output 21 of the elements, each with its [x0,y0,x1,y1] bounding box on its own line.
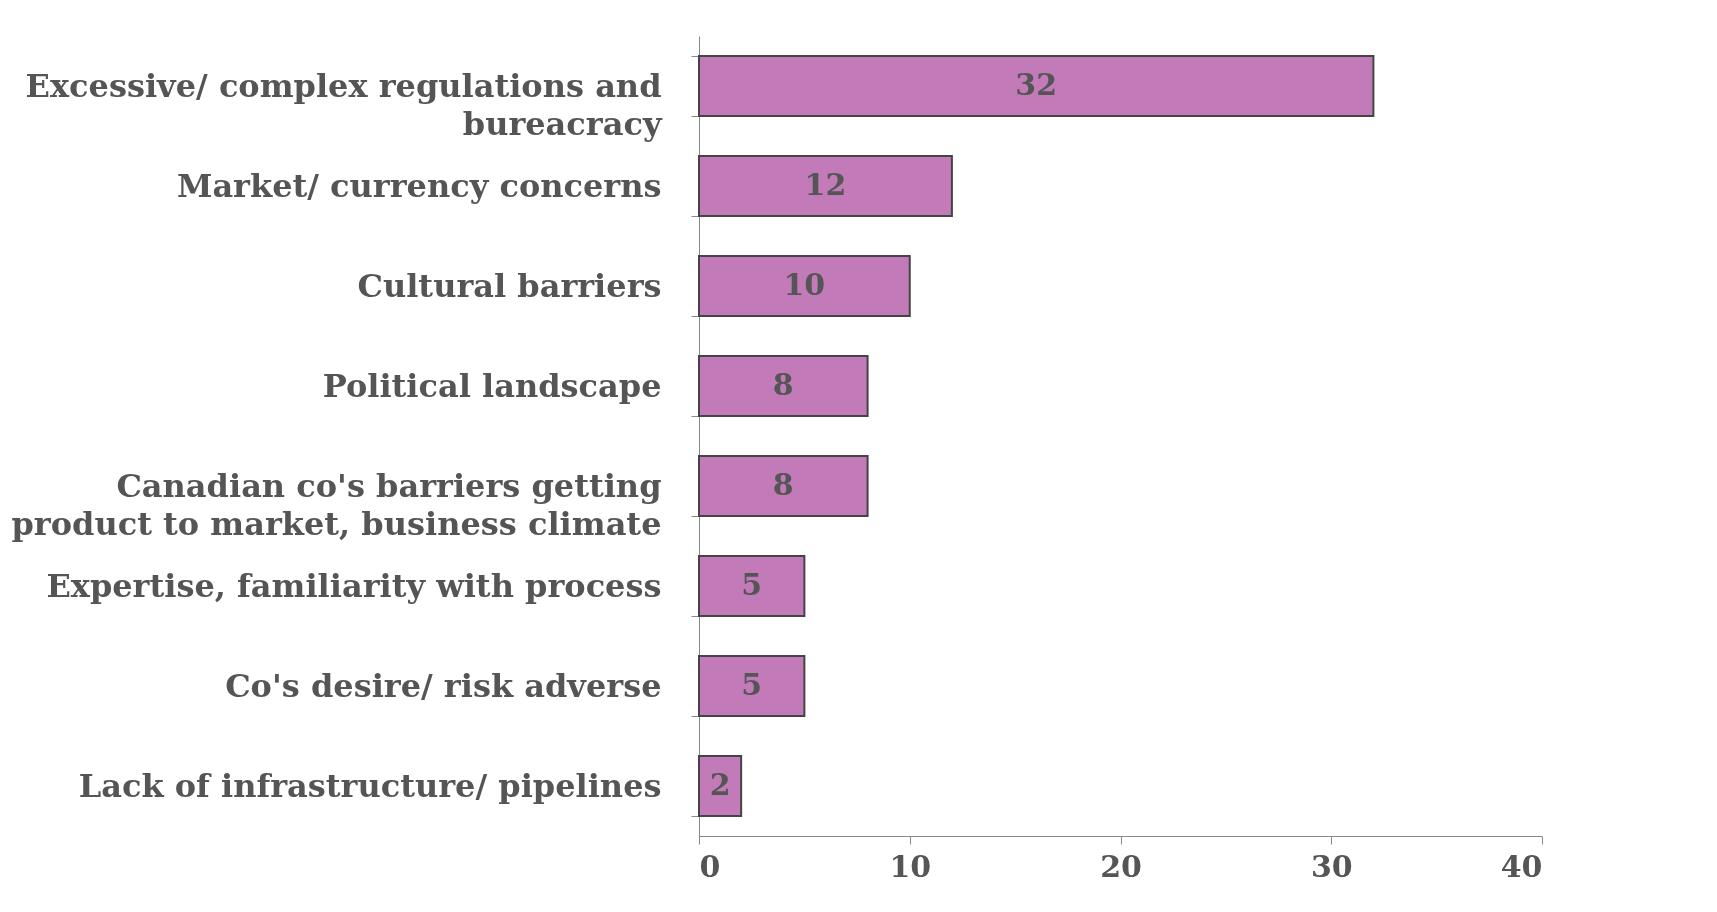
data-label: 10 [783,267,826,302]
x-tick-label: 0 [699,848,721,884]
data-label: 5 [741,667,763,702]
y-tick-label: Canadian co's barriers getting product to market, business climate [11,466,662,543]
x-tick-label: 10 [889,848,932,884]
data-label: 12 [804,167,847,202]
x-tick-label: 30 [1310,848,1353,884]
data-label: 32 [1015,67,1058,102]
y-tick-label: Political landscape [322,366,662,405]
y-tick-label: Lack of infrastructure/ pipelines [78,766,662,805]
y-tick-label: Co's desire/ risk adverse [225,666,662,705]
data-label: 8 [772,367,794,402]
data-label: 8 [772,467,794,502]
x-tick-label: 20 [1100,848,1142,884]
y-tick-label: Market/ currency concerns [176,166,662,205]
data-label: 5 [741,567,763,602]
y-tick-label: Excessive/ complex regulations and bureacracy [25,66,663,143]
data-label: 2 [709,767,731,802]
y-tick-label: Expertise, familiarity with process [46,566,662,605]
y-tick-label: Cultural barriers [357,266,662,305]
x-tick-label: 40 [1500,848,1543,884]
